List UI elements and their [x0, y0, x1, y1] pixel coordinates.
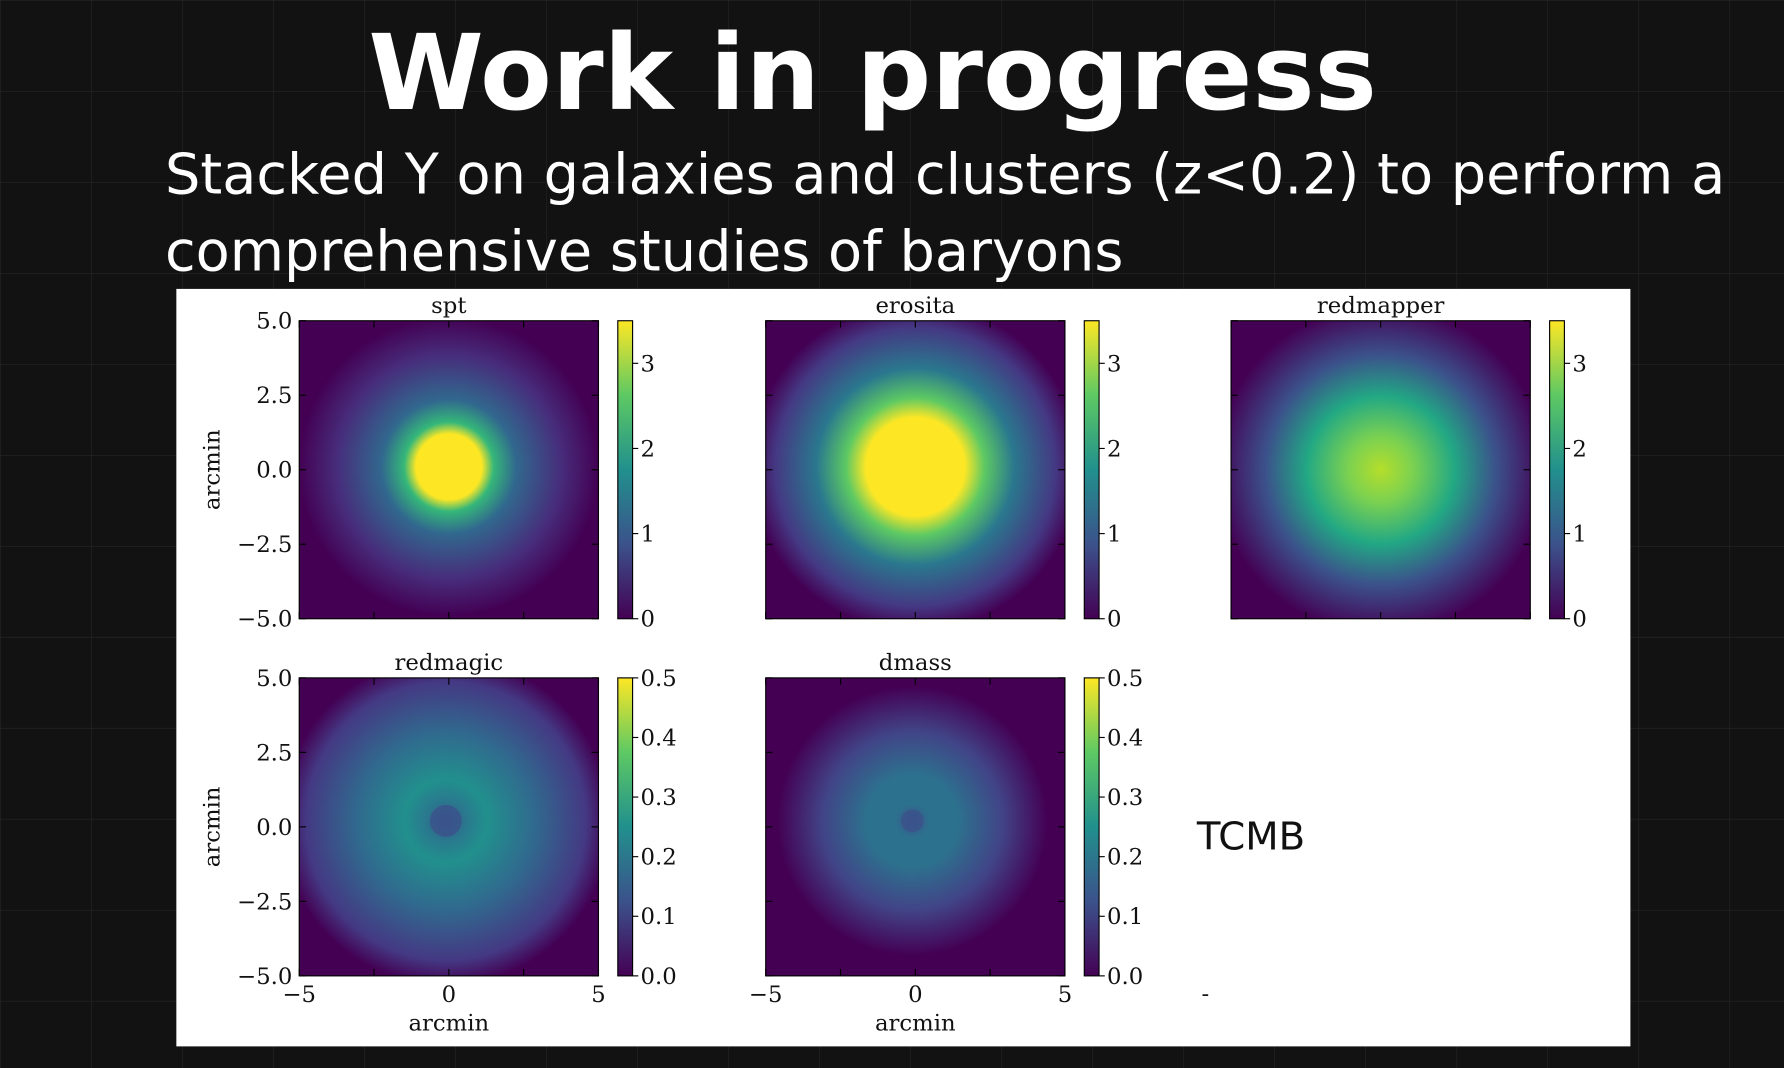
- colorbar-tick-label: 2: [1107, 436, 1121, 462]
- dash: -: [1201, 981, 1209, 1007]
- x-tick-label: −5: [749, 982, 783, 1008]
- x-tick-label: 5: [591, 982, 605, 1008]
- heatmap: [1230, 320, 1531, 620]
- colorbar-tick-label: 1: [641, 522, 655, 548]
- x-tick-label: −5: [282, 982, 316, 1008]
- colorbar: [617, 320, 634, 620]
- y-tick-label: 2.5: [256, 383, 292, 409]
- x-tick-label: 5: [1058, 982, 1072, 1008]
- subtitle-line: Stacked Y on galaxies and clusters (z<0.…: [165, 142, 1725, 207]
- colorbar-tick-label: 0.2: [641, 845, 677, 871]
- colorbar-tick-label: 0.5: [1107, 666, 1143, 692]
- slide-title: Work in progress: [368, 12, 1377, 134]
- colorbar-tick-label: 1: [1107, 522, 1121, 548]
- colorbar-tick-label: 0.0: [1107, 964, 1143, 990]
- colorbar: [1549, 320, 1565, 620]
- colorbar-tick-label: 1: [1572, 522, 1586, 548]
- y-tick-label: −2.5: [237, 532, 292, 558]
- colorbar-tick-label: 0.2: [1107, 845, 1143, 871]
- heatmap: [298, 320, 600, 620]
- colorbar-tick-label: 0.0: [641, 964, 677, 990]
- colorbar-tick-label: 0.5: [641, 666, 677, 692]
- heatmap-hole: [429, 804, 462, 837]
- subtitle-line: comprehensive studies of baryons: [165, 220, 1123, 285]
- colorbar-tick-label: 0: [641, 607, 655, 633]
- x-axis-label: arcmin: [875, 1010, 956, 1036]
- figure: TCMB - spt5.02.50.0−2.5−5.0arcmin0123ero…: [176, 288, 1631, 1047]
- y-axis-label: arcmin: [200, 429, 226, 510]
- colorbar: [1083, 320, 1100, 620]
- y-tick-label: −2.5: [237, 889, 292, 915]
- x-axis-label: arcmin: [408, 1010, 489, 1036]
- y-tick-label: 5.0: [256, 666, 292, 692]
- y-tick-label: 5.0: [256, 309, 292, 335]
- annotation: TCMB: [1196, 815, 1305, 860]
- colorbar-tick-label: 2: [641, 436, 655, 462]
- panel-title: dmass: [879, 650, 952, 676]
- y-tick-label: −5.0: [237, 607, 292, 633]
- y-axis-label: arcmin: [200, 786, 226, 867]
- colorbar-tick-label: 3: [1572, 351, 1586, 377]
- x-tick-label: 0: [908, 982, 922, 1008]
- colorbar-tick-label: 0.4: [1107, 725, 1143, 751]
- colorbar-tick-label: 0: [1572, 607, 1586, 633]
- panel-title: spt: [431, 293, 466, 319]
- y-tick-label: 0.0: [256, 815, 292, 841]
- y-tick-label: 2.5: [256, 740, 292, 766]
- colorbar-tick-label: 0.1: [641, 904, 677, 930]
- colorbar-tick-label: 0.4: [641, 725, 677, 751]
- colorbar-tick-label: 3: [641, 351, 655, 377]
- heatmap-hole: [900, 809, 924, 833]
- heatmap: [765, 320, 1066, 620]
- y-tick-label: 0.0: [256, 458, 292, 484]
- colorbar-tick-label: 0.3: [1107, 785, 1143, 811]
- panel-title: redmapper: [1317, 293, 1445, 319]
- panel-title: redmagic: [395, 650, 504, 676]
- colorbar-tick-label: 0.3: [641, 785, 677, 811]
- x-tick-label: 0: [442, 982, 456, 1008]
- colorbar-tick-label: 3: [1107, 351, 1121, 377]
- y-tick-label: −5.0: [237, 964, 292, 990]
- colorbar-tick-label: 2: [1572, 436, 1586, 462]
- colorbar: [617, 677, 634, 977]
- colorbar: [1083, 677, 1100, 977]
- colorbar-tick-label: 0: [1107, 607, 1121, 633]
- colorbar-tick-label: 0.1: [1107, 904, 1143, 930]
- panel-title: erosita: [875, 293, 955, 319]
